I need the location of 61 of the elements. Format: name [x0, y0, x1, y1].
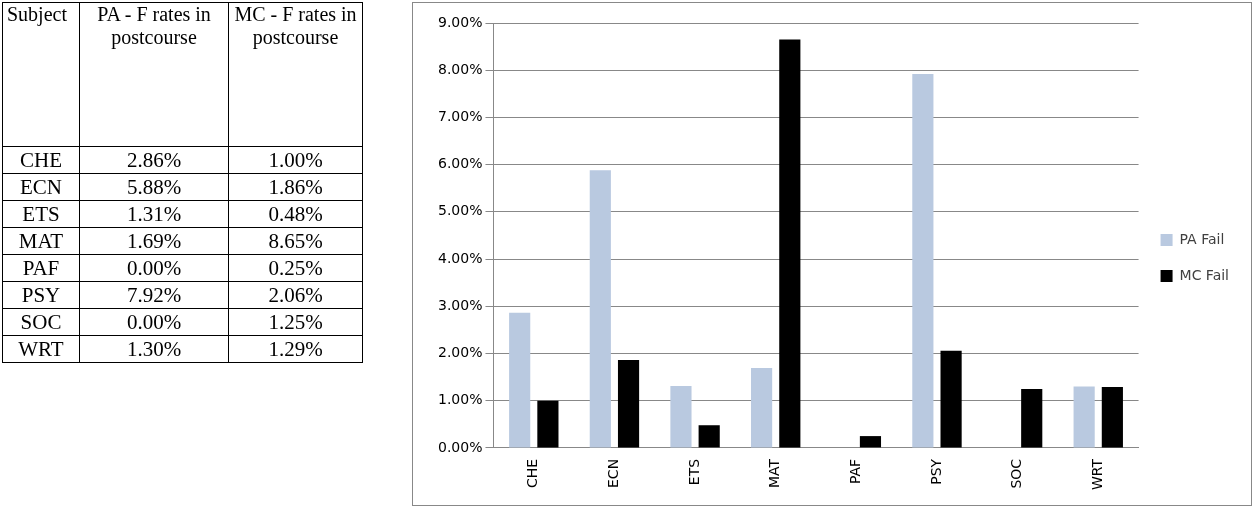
text: WRT	[2, 335, 80, 363]
text: 7.92%	[79, 281, 229, 309]
text: 1.30%	[79, 335, 229, 363]
text: ECN	[2, 173, 80, 201]
bar	[698, 425, 720, 448]
y-tick-label: 0.00%	[437, 438, 483, 455]
legend-label: MC Fail	[1179, 266, 1230, 283]
bar	[859, 436, 882, 448]
text: 5.88%	[79, 173, 229, 201]
text: 1.86%	[228, 173, 363, 201]
text: 0.00%	[79, 254, 229, 282]
bar	[940, 350, 962, 448]
y-tick-label: 3.00%	[437, 296, 483, 313]
text: PSY	[2, 281, 80, 309]
text: 2.86%	[79, 146, 229, 174]
text: 8.65%	[228, 227, 363, 255]
bar	[1101, 387, 1123, 448]
text: 0.00%	[79, 308, 229, 336]
text: 0.48%	[228, 200, 363, 228]
text: 1.29%	[228, 335, 363, 363]
y-tick-label: 6.00%	[437, 155, 483, 172]
text: ETS	[2, 200, 80, 228]
text: CHE	[2, 146, 80, 174]
bar	[779, 39, 801, 448]
text: 1.25%	[228, 308, 363, 336]
bar	[537, 400, 559, 448]
y-tick-label: 2.00%	[437, 344, 483, 361]
bar	[509, 312, 531, 448]
bar	[617, 360, 640, 448]
y-tick-label: 5.00%	[437, 202, 483, 219]
text: PA - F rates in postcourse	[79, 2, 229, 147]
x-tick-label: PAF	[846, 458, 863, 485]
x-tick-label: ETS	[685, 458, 702, 486]
text: 2.06%	[228, 281, 363, 309]
text: 1.69%	[79, 227, 229, 255]
text: 0.25%	[228, 254, 363, 282]
bar	[1073, 386, 1095, 448]
legend-label: PA Fail	[1179, 230, 1225, 247]
text: SOC	[2, 308, 80, 336]
y-tick-label: 4.00%	[437, 249, 483, 266]
bar	[1021, 388, 1043, 448]
text: 1.00%	[228, 146, 363, 174]
x-tick-label: PSY	[927, 458, 944, 485]
bar	[589, 170, 611, 448]
bar	[670, 386, 692, 448]
x-tick-label: WRT	[1088, 458, 1105, 491]
y-tick-label: 9.00%	[437, 13, 483, 30]
bar	[912, 73, 934, 448]
text: MC - F rates in postcourse	[228, 2, 363, 147]
text: MAT	[2, 227, 80, 255]
x-tick-label: SOC	[1008, 458, 1025, 489]
x-tick-label: ECN	[605, 458, 622, 488]
text: PAF	[2, 254, 80, 282]
text: 1.31%	[79, 200, 229, 228]
x-tick-label: CHE	[524, 458, 541, 489]
y-tick-label: 8.00%	[437, 60, 483, 77]
text: Subject	[2, 2, 80, 147]
y-tick-label: 7.00%	[437, 108, 483, 125]
x-tick-label: MAT	[766, 458, 783, 489]
bar	[751, 368, 773, 448]
y-tick-label: 1.00%	[437, 391, 483, 408]
